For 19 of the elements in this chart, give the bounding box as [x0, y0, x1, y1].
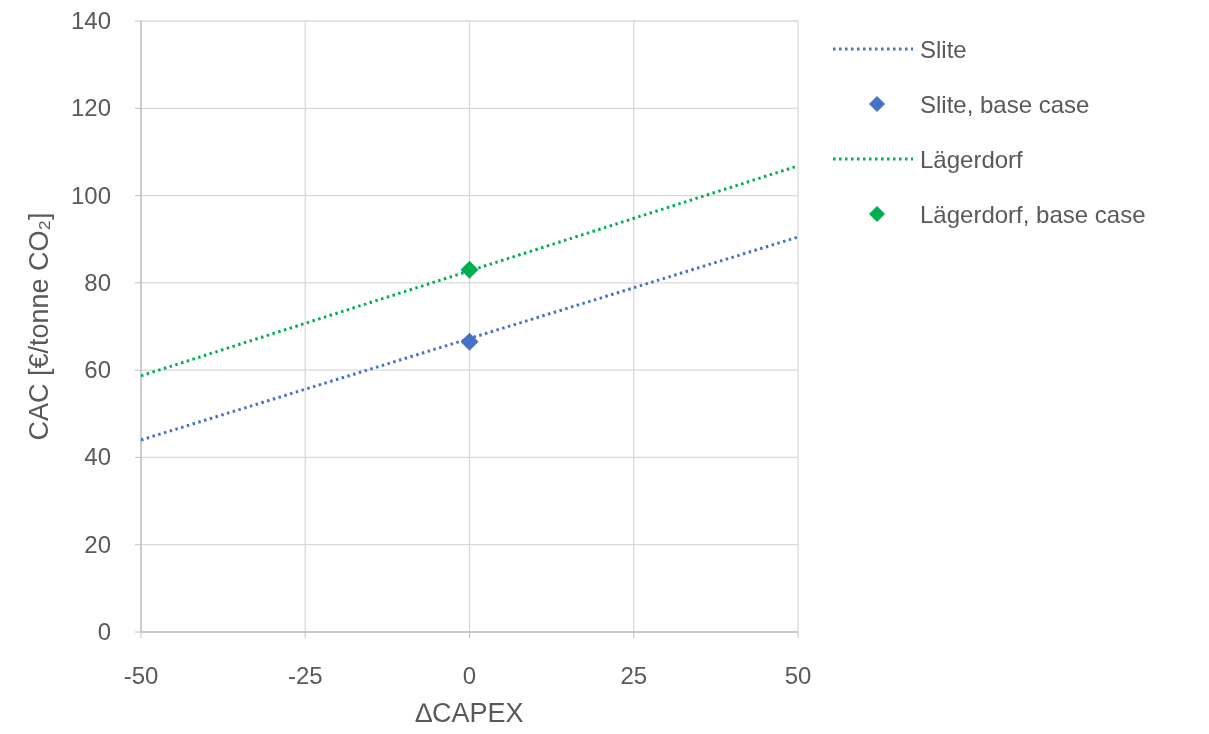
legend-label: Lägerdorf, base case [920, 201, 1146, 228]
y-axis-title: CAC [€/tonne CO₂] [24, 212, 54, 441]
x-axis-title: ∆CAPEX [415, 698, 524, 728]
y-tick-label: 0 [97, 618, 111, 645]
x-tick-label: -25 [287, 662, 323, 689]
y-tick-label: 120 [70, 94, 111, 122]
y-tick-label: 140 [70, 7, 111, 34]
y-tick-label: 60 [84, 356, 111, 384]
y-tick-label: 100 [70, 181, 111, 209]
legend-label: Slite [920, 36, 967, 63]
y-tick-label: 80 [84, 268, 111, 296]
y-tick-label: 40 [84, 443, 111, 471]
x-tick-label: 0 [462, 662, 477, 689]
legend-label: Slite, base case [920, 91, 1090, 118]
y-tick-label: 20 [84, 530, 111, 558]
legend-label: Lägerdorf [920, 146, 1024, 173]
x-tick-label: -50 [123, 662, 159, 689]
x-tick-label: 50 [784, 662, 812, 689]
x-tick-label: 25 [620, 662, 648, 689]
